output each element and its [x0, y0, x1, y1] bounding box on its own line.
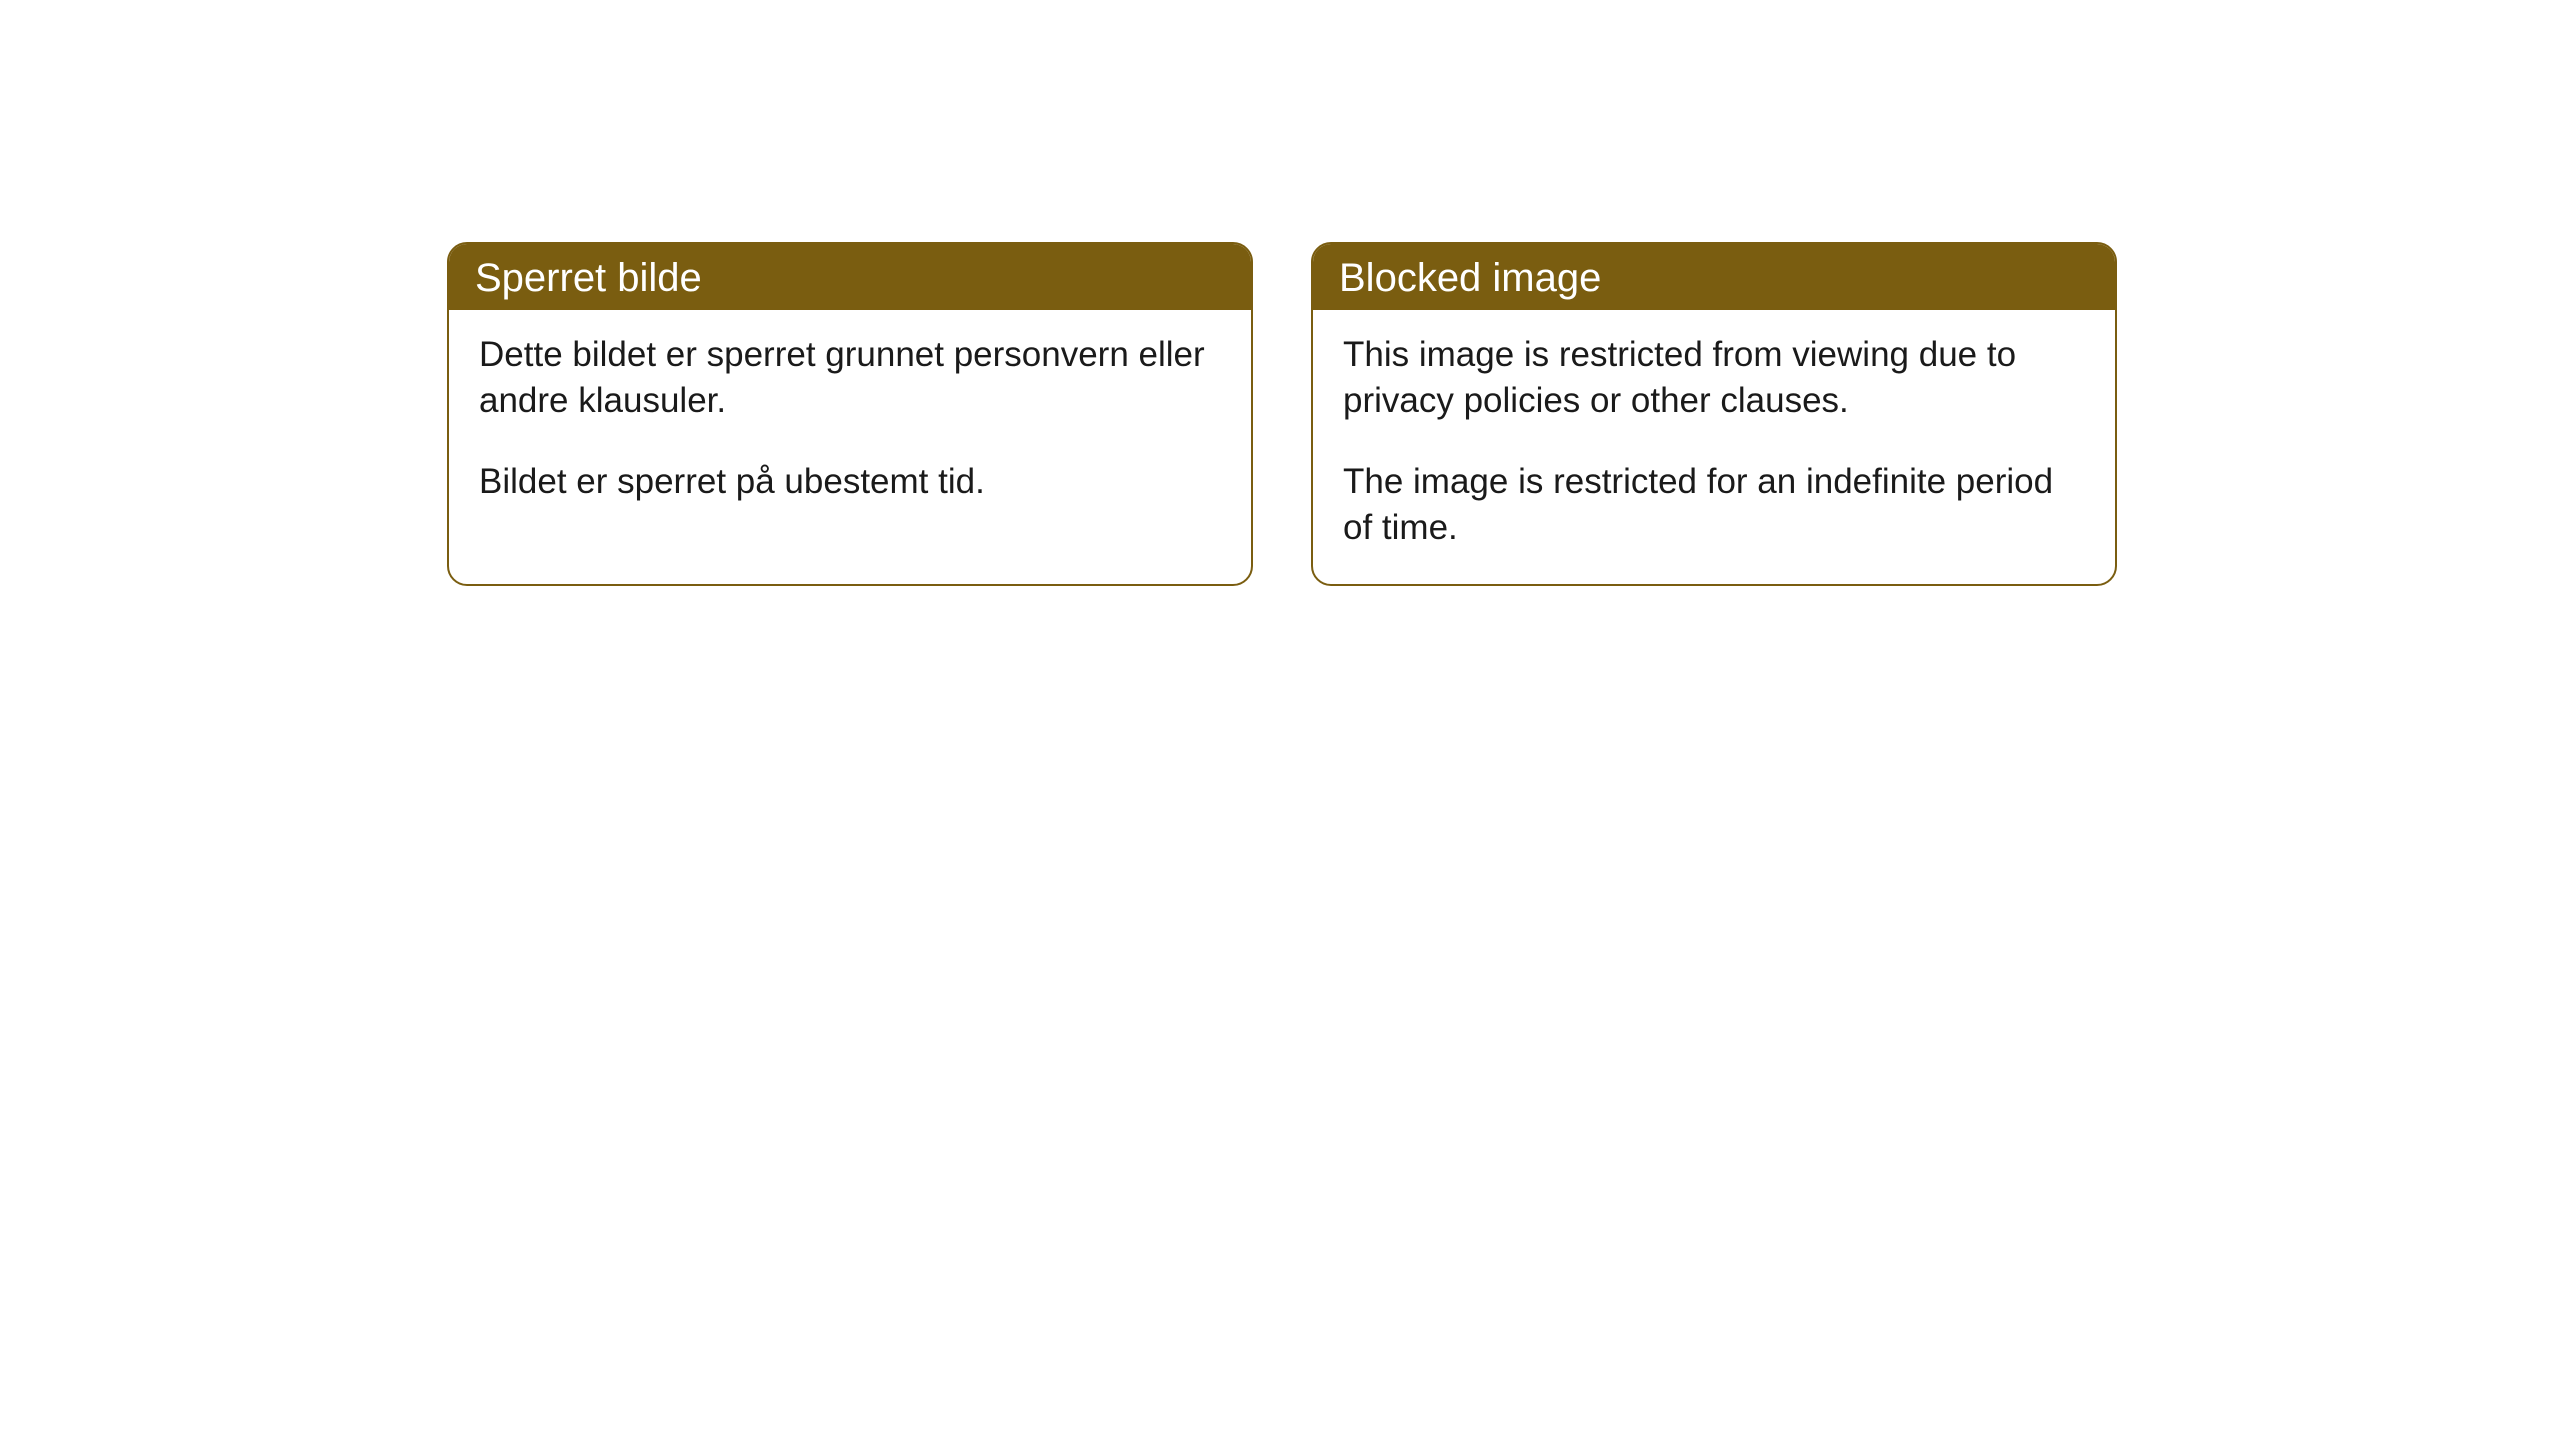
blocked-image-card-norwegian: Sperret bilde Dette bildet er sperret gr…: [447, 242, 1253, 586]
card-body-norwegian: Dette bildet er sperret grunnet personve…: [449, 310, 1251, 539]
card-text-line-1: Dette bildet er sperret grunnet personve…: [479, 332, 1221, 423]
card-text-line-1: This image is restricted from viewing du…: [1343, 332, 2085, 423]
card-text-line-2: Bildet er sperret på ubestemt tid.: [479, 459, 1221, 505]
card-body-english: This image is restricted from viewing du…: [1313, 310, 2115, 584]
blocked-image-card-english: Blocked image This image is restricted f…: [1311, 242, 2117, 586]
card-header-norwegian: Sperret bilde: [449, 244, 1251, 310]
card-header-english: Blocked image: [1313, 244, 2115, 310]
card-text-line-2: The image is restricted for an indefinit…: [1343, 459, 2085, 550]
notice-cards-container: Sperret bilde Dette bildet er sperret gr…: [0, 0, 2560, 586]
